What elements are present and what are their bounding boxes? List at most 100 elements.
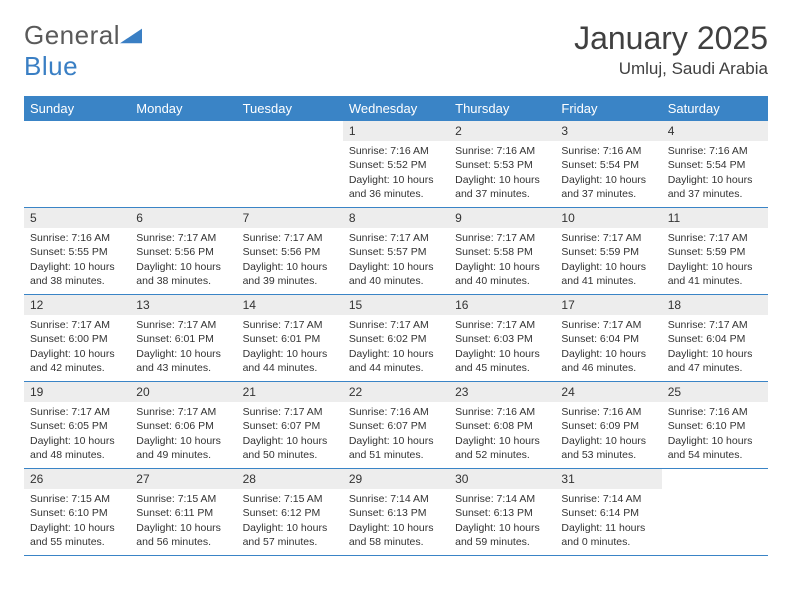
sunset-line: Sunset: 5:53 PM: [455, 158, 549, 172]
daylight-line: Daylight: 10 hours and 37 minutes.: [455, 173, 549, 201]
day-cell: 13Sunrise: 7:17 AMSunset: 6:01 PMDayligh…: [130, 295, 236, 381]
day-number: 31: [555, 469, 661, 489]
sunset-line: Sunset: 5:59 PM: [668, 245, 762, 259]
daylight-line: Daylight: 10 hours and 41 minutes.: [668, 260, 762, 288]
sunrise-line: Sunrise: 7:17 AM: [136, 318, 230, 332]
day-number: 23: [449, 382, 555, 402]
sunrise-line: Sunrise: 7:16 AM: [561, 405, 655, 419]
day-cell: 9Sunrise: 7:17 AMSunset: 5:58 PMDaylight…: [449, 208, 555, 294]
day-body: Sunrise: 7:17 AMSunset: 5:56 PMDaylight:…: [130, 228, 236, 292]
day-number: [662, 469, 768, 489]
sunrise-line: Sunrise: 7:17 AM: [455, 318, 549, 332]
daylight-line: Daylight: 10 hours and 37 minutes.: [561, 173, 655, 201]
daylight-line: Daylight: 10 hours and 58 minutes.: [349, 521, 443, 549]
day-cell: 28Sunrise: 7:15 AMSunset: 6:12 PMDayligh…: [237, 469, 343, 555]
sunset-line: Sunset: 6:08 PM: [455, 419, 549, 433]
sunrise-line: Sunrise: 7:15 AM: [243, 492, 337, 506]
day-cell: [130, 121, 236, 207]
day-number: 22: [343, 382, 449, 402]
daylight-line: Daylight: 11 hours and 0 minutes.: [561, 521, 655, 549]
day-body: Sunrise: 7:17 AMSunset: 5:56 PMDaylight:…: [237, 228, 343, 292]
logo: General Blue: [24, 20, 142, 82]
day-header-row: Sunday Monday Tuesday Wednesday Thursday…: [24, 96, 768, 121]
day-number: 3: [555, 121, 661, 141]
day-cell: 5Sunrise: 7:16 AMSunset: 5:55 PMDaylight…: [24, 208, 130, 294]
day-body: Sunrise: 7:17 AMSunset: 6:05 PMDaylight:…: [24, 402, 130, 466]
sunset-line: Sunset: 6:11 PM: [136, 506, 230, 520]
daylight-line: Daylight: 10 hours and 51 minutes.: [349, 434, 443, 462]
sunset-line: Sunset: 6:01 PM: [243, 332, 337, 346]
sunset-line: Sunset: 5:52 PM: [349, 158, 443, 172]
day-cell: 4Sunrise: 7:16 AMSunset: 5:54 PMDaylight…: [662, 121, 768, 207]
sunrise-line: Sunrise: 7:16 AM: [668, 405, 762, 419]
sunrise-line: Sunrise: 7:17 AM: [243, 405, 337, 419]
day-cell: 23Sunrise: 7:16 AMSunset: 6:08 PMDayligh…: [449, 382, 555, 468]
weeks-container: 1Sunrise: 7:16 AMSunset: 5:52 PMDaylight…: [24, 121, 768, 556]
day-body: Sunrise: 7:16 AMSunset: 6:09 PMDaylight:…: [555, 402, 661, 466]
sunset-line: Sunset: 6:05 PM: [30, 419, 124, 433]
sunrise-line: Sunrise: 7:15 AM: [136, 492, 230, 506]
sunset-line: Sunset: 6:13 PM: [349, 506, 443, 520]
day-body: Sunrise: 7:17 AMSunset: 6:01 PMDaylight:…: [130, 315, 236, 379]
day-body: Sunrise: 7:16 AMSunset: 6:07 PMDaylight:…: [343, 402, 449, 466]
day-cell: 24Sunrise: 7:16 AMSunset: 6:09 PMDayligh…: [555, 382, 661, 468]
daylight-line: Daylight: 10 hours and 54 minutes.: [668, 434, 762, 462]
sunrise-line: Sunrise: 7:17 AM: [243, 231, 337, 245]
day-cell: 17Sunrise: 7:17 AMSunset: 6:04 PMDayligh…: [555, 295, 661, 381]
day-number: 13: [130, 295, 236, 315]
day-number: [237, 121, 343, 141]
week-row: 1Sunrise: 7:16 AMSunset: 5:52 PMDaylight…: [24, 121, 768, 208]
daylight-line: Daylight: 10 hours and 39 minutes.: [243, 260, 337, 288]
logo-word1: General: [24, 20, 120, 50]
day-cell: [237, 121, 343, 207]
sunset-line: Sunset: 6:10 PM: [668, 419, 762, 433]
week-row: 26Sunrise: 7:15 AMSunset: 6:10 PMDayligh…: [24, 469, 768, 556]
day-body: Sunrise: 7:14 AMSunset: 6:13 PMDaylight:…: [343, 489, 449, 553]
daylight-line: Daylight: 10 hours and 44 minutes.: [243, 347, 337, 375]
day-body: Sunrise: 7:14 AMSunset: 6:13 PMDaylight:…: [449, 489, 555, 553]
day-body: Sunrise: 7:17 AMSunset: 6:02 PMDaylight:…: [343, 315, 449, 379]
day-body: Sunrise: 7:16 AMSunset: 6:10 PMDaylight:…: [662, 402, 768, 466]
daylight-line: Daylight: 10 hours and 49 minutes.: [136, 434, 230, 462]
daylight-line: Daylight: 10 hours and 56 minutes.: [136, 521, 230, 549]
day-body: Sunrise: 7:16 AMSunset: 5:54 PMDaylight:…: [555, 141, 661, 205]
daylight-line: Daylight: 10 hours and 44 minutes.: [349, 347, 443, 375]
day-body: Sunrise: 7:15 AMSunset: 6:10 PMDaylight:…: [24, 489, 130, 553]
sunset-line: Sunset: 6:07 PM: [243, 419, 337, 433]
daylight-line: Daylight: 10 hours and 47 minutes.: [668, 347, 762, 375]
day-cell: 29Sunrise: 7:14 AMSunset: 6:13 PMDayligh…: [343, 469, 449, 555]
sunrise-line: Sunrise: 7:17 AM: [30, 405, 124, 419]
sunrise-line: Sunrise: 7:17 AM: [349, 318, 443, 332]
day-number: 16: [449, 295, 555, 315]
sunset-line: Sunset: 5:56 PM: [136, 245, 230, 259]
day-number: 1: [343, 121, 449, 141]
day-cell: 14Sunrise: 7:17 AMSunset: 6:01 PMDayligh…: [237, 295, 343, 381]
sunrise-line: Sunrise: 7:16 AM: [668, 144, 762, 158]
sunset-line: Sunset: 6:00 PM: [30, 332, 124, 346]
day-body: Sunrise: 7:16 AMSunset: 5:54 PMDaylight:…: [662, 141, 768, 205]
calendar: Sunday Monday Tuesday Wednesday Thursday…: [24, 96, 768, 556]
sunrise-line: Sunrise: 7:14 AM: [561, 492, 655, 506]
day-body: Sunrise: 7:17 AMSunset: 5:59 PMDaylight:…: [555, 228, 661, 292]
day-number: 15: [343, 295, 449, 315]
day-number: 24: [555, 382, 661, 402]
day-body: Sunrise: 7:17 AMSunset: 6:01 PMDaylight:…: [237, 315, 343, 379]
day-cell: 15Sunrise: 7:17 AMSunset: 6:02 PMDayligh…: [343, 295, 449, 381]
day-number: 11: [662, 208, 768, 228]
day-number: 18: [662, 295, 768, 315]
daylight-line: Daylight: 10 hours and 36 minutes.: [349, 173, 443, 201]
sunrise-line: Sunrise: 7:17 AM: [136, 405, 230, 419]
daylight-line: Daylight: 10 hours and 50 minutes.: [243, 434, 337, 462]
daylight-line: Daylight: 10 hours and 38 minutes.: [136, 260, 230, 288]
day-number: 4: [662, 121, 768, 141]
sunrise-line: Sunrise: 7:14 AM: [455, 492, 549, 506]
day-body: Sunrise: 7:17 AMSunset: 6:00 PMDaylight:…: [24, 315, 130, 379]
day-number: 21: [237, 382, 343, 402]
day-cell: 30Sunrise: 7:14 AMSunset: 6:13 PMDayligh…: [449, 469, 555, 555]
day-number: 5: [24, 208, 130, 228]
daylight-line: Daylight: 10 hours and 45 minutes.: [455, 347, 549, 375]
dayhead-friday: Friday: [555, 96, 661, 121]
logo-word2: Blue: [24, 51, 78, 81]
sunrise-line: Sunrise: 7:16 AM: [30, 231, 124, 245]
day-number: 26: [24, 469, 130, 489]
